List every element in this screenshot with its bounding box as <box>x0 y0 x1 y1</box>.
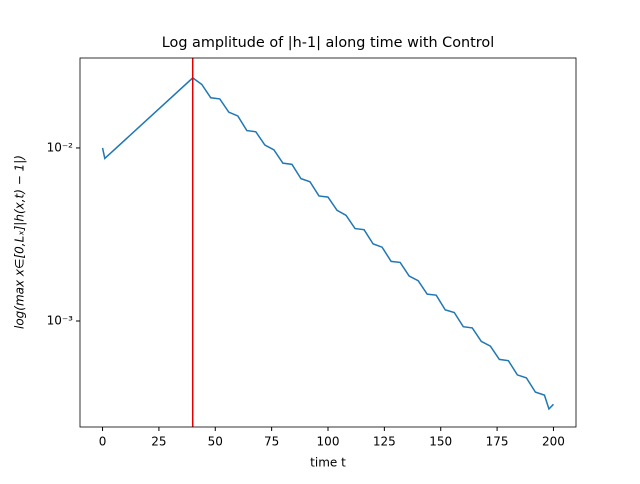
x-tick-label: 0 <box>99 435 107 449</box>
x-tick-label: 25 <box>151 435 166 449</box>
x-axis-label: time t <box>310 456 346 470</box>
x-tick-label: 150 <box>429 435 452 449</box>
x-tick-label: 100 <box>317 435 340 449</box>
x-tick-label: 50 <box>208 435 223 449</box>
line-series <box>101 76 554 411</box>
plot-frame <box>79 57 577 428</box>
chart-title: Log amplitude of |h-1| along time with C… <box>162 35 494 51</box>
x-tick-label: 175 <box>486 435 509 449</box>
x-tick-label: 200 <box>542 435 565 449</box>
y-tick-label: 10⁻² <box>47 140 74 154</box>
y-tick-label: 10⁻³ <box>47 313 74 327</box>
x-tick-label: 75 <box>264 435 279 449</box>
x-tick-label: 125 <box>373 435 396 449</box>
y-axis-label: log(max x∈[0,Lₓ]|h(x,t) − 1|) <box>13 155 27 329</box>
